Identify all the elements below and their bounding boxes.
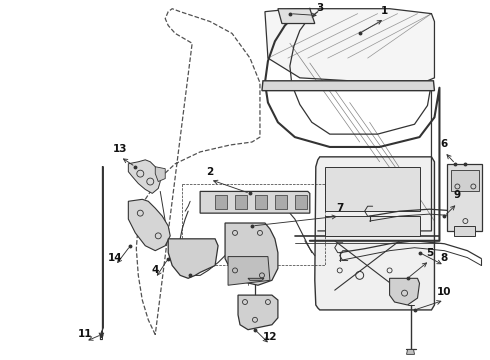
Text: 5: 5 <box>426 248 433 258</box>
Text: 1: 1 <box>381 6 388 15</box>
Polygon shape <box>200 192 310 213</box>
Polygon shape <box>447 164 482 231</box>
Bar <box>275 195 287 209</box>
Polygon shape <box>155 167 165 181</box>
Text: 3: 3 <box>316 3 323 13</box>
Text: 4: 4 <box>151 265 159 275</box>
Text: 10: 10 <box>437 287 452 297</box>
Polygon shape <box>390 278 419 305</box>
Text: 6: 6 <box>441 139 448 149</box>
Polygon shape <box>168 239 218 278</box>
Text: 13: 13 <box>113 144 127 154</box>
Polygon shape <box>278 9 315 23</box>
Polygon shape <box>238 295 278 330</box>
Polygon shape <box>262 81 435 91</box>
Polygon shape <box>128 199 170 251</box>
Polygon shape <box>128 160 160 193</box>
Polygon shape <box>248 278 264 280</box>
Polygon shape <box>225 223 278 285</box>
Text: 14: 14 <box>108 252 122 262</box>
Bar <box>255 195 267 209</box>
Text: 12: 12 <box>263 332 277 342</box>
Bar <box>325 216 419 236</box>
Text: 7: 7 <box>336 203 343 213</box>
Polygon shape <box>454 226 475 236</box>
Text: 9: 9 <box>454 190 461 200</box>
Polygon shape <box>265 9 435 81</box>
Bar <box>215 195 227 209</box>
Polygon shape <box>315 157 435 310</box>
Text: 2: 2 <box>206 167 214 177</box>
Bar <box>235 195 247 209</box>
Polygon shape <box>407 350 415 354</box>
Text: 8: 8 <box>441 252 448 262</box>
Polygon shape <box>228 257 270 285</box>
Bar <box>325 167 419 211</box>
Text: 11: 11 <box>78 329 93 338</box>
Bar <box>295 195 307 209</box>
Bar <box>451 170 479 192</box>
